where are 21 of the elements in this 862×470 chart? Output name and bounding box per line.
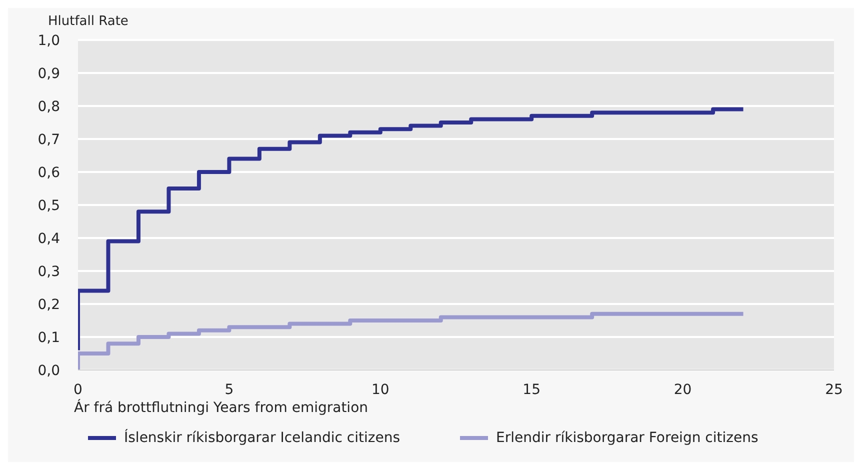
y-tick-label: 1,0 [38, 32, 60, 49]
x-tick-label: 25 [825, 382, 843, 398]
y-tick-label: 0,7 [38, 132, 60, 148]
x-tick-label: 0 [74, 382, 82, 398]
x-tick-label: 10 [371, 382, 390, 398]
legend-label: Íslenskir ríkisborgarar Icelandic citizens [124, 430, 400, 446]
legend-label: Erlendir ríkisborgarar Foreign citizens [496, 430, 758, 446]
x-tick-label: 20 [674, 382, 692, 398]
y-tick-label: 0,8 [38, 98, 60, 115]
x-tick-label: 5 [224, 382, 234, 398]
y-tick-label: 0,1 [38, 330, 60, 346]
y-tick-label: 0,0 [38, 362, 60, 379]
x-tick-label: 15 [522, 382, 541, 398]
y-tick-label: 0,5 [38, 198, 60, 214]
y-axis-title: Hlutfall Rate [48, 14, 128, 29]
y-tick-label: 0,6 [38, 164, 60, 181]
y-tick-label: 0,3 [38, 264, 60, 280]
y-tick-label: 0,4 [38, 230, 60, 247]
x-axis-title: Ár frá brottflutningi Years from emigration [74, 400, 368, 416]
y-tick-label: 0,2 [38, 296, 60, 313]
y-tick-label: 0,9 [38, 66, 60, 82]
